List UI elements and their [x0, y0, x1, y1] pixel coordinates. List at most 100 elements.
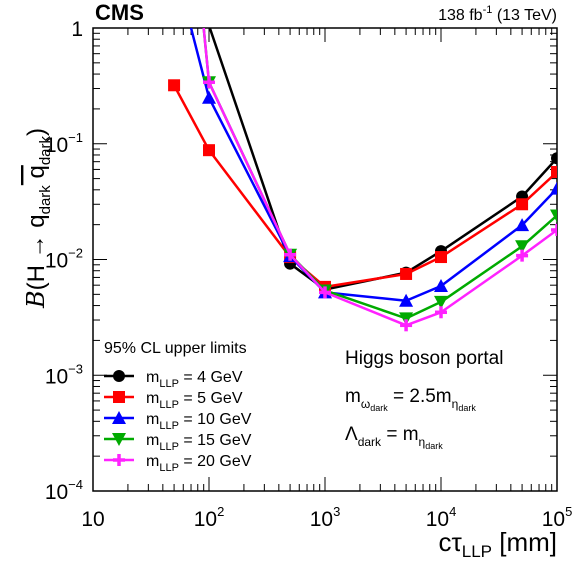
data-point	[435, 251, 447, 264]
annotations: Higgs boson portal mωdark = 2.5mηdark Λd…	[345, 348, 503, 451]
x-tick-label: 103	[310, 504, 341, 531]
legend-title: 95% CL upper limits	[104, 340, 247, 357]
eta-subsub-2: dark	[425, 441, 443, 451]
series-group	[168, 28, 557, 332]
data-point	[168, 79, 181, 92]
x-tick-base: 10	[426, 508, 449, 531]
series-line-1	[208, 28, 557, 291]
legend-label: mLLP = 10 GeV	[146, 411, 252, 432]
y-axis-label-sub2: dark	[37, 135, 54, 165]
y-tick-exp: −4	[68, 477, 83, 492]
eta-sub: η	[452, 397, 459, 411]
y-axis-label-sub1: dark	[37, 185, 54, 215]
eta-sub-2: η	[419, 435, 426, 449]
x-tick-exp: 4	[449, 504, 456, 519]
data-point	[515, 218, 530, 232]
omega-subsub: dark	[370, 403, 388, 413]
eq-1: = 2.5m	[388, 386, 452, 407]
series-line-3	[189, 28, 557, 303]
lambda: Λ	[345, 424, 358, 445]
legend-sub: LLP	[159, 420, 179, 432]
data-point	[284, 248, 297, 261]
eta-subsub: dark	[458, 403, 476, 413]
data-point	[399, 293, 414, 307]
data-point	[550, 181, 557, 195]
data-point	[399, 312, 414, 326]
luminosity-base: 138 fb	[438, 7, 483, 24]
luminosity-energy: (13 TeV)	[497, 7, 557, 24]
data-point	[551, 152, 557, 165]
data-point	[551, 166, 557, 179]
legend-label: mLLP = 15 GeV	[146, 432, 252, 453]
y-tick-exp: −3	[68, 361, 83, 376]
y-tick-labels: 10−410−310−210−11	[45, 18, 83, 504]
x-tick-exp: 2	[217, 504, 224, 519]
y-tick-label: 10−1	[45, 130, 83, 157]
legend-sub: LLP	[159, 378, 179, 390]
x-tick-labels: 10 102 103 104 105	[81, 504, 572, 531]
x-tick-exp: 5	[565, 504, 572, 519]
series-line-4	[202, 28, 557, 320]
data-point	[203, 76, 215, 89]
luminosity-exp: -1	[483, 4, 493, 16]
omega-sub: ω	[361, 397, 370, 411]
y-tick-base: 10	[45, 134, 68, 157]
legend-m: m	[146, 432, 159, 449]
lambda-sub: dark	[358, 435, 382, 449]
data-point	[202, 90, 216, 104]
x-tick-base: 10	[194, 508, 217, 531]
x-tick-label: 105	[542, 504, 573, 531]
legend-label: mLLP = 5 GeV	[146, 390, 243, 411]
legend-marker	[112, 433, 126, 446]
series-clipped	[168, 28, 557, 332]
x-tick-base: 10	[310, 508, 333, 531]
experiment-label: CMS	[95, 0, 144, 25]
data-point	[400, 267, 413, 280]
legend-rest: = 4 GeV	[179, 369, 243, 386]
legend-sub: LLP	[159, 399, 179, 411]
data-point	[516, 198, 529, 211]
portal-label: Higgs boson portal	[345, 348, 503, 369]
data-point	[434, 279, 448, 293]
legend-m: m	[146, 369, 159, 386]
data-point	[516, 249, 529, 262]
legend-marker	[112, 411, 126, 424]
y-tick-label: 10−3	[45, 361, 83, 388]
x-axis-label-main: cτ	[438, 527, 462, 557]
y-axis-label-open: (H → q	[23, 214, 50, 290]
luminosity-label: 138 fb-1 (13 TeV)	[438, 4, 557, 24]
data-point	[434, 295, 448, 309]
y-tick-base: 10	[45, 481, 68, 504]
y-tick-label: 10−4	[45, 477, 83, 504]
eq-2: = m	[381, 424, 418, 445]
x-axis-label-sub: LLP	[462, 542, 492, 561]
data-point	[400, 319, 413, 332]
data-point	[551, 223, 557, 236]
legend-m: m	[146, 453, 159, 470]
y-tick-label: 10−2	[45, 246, 83, 273]
legend-label: mLLP = 20 GeV	[146, 453, 252, 474]
legend-label: mLLP = 4 GeV	[146, 369, 243, 390]
legend-marker	[113, 370, 125, 382]
legend-rest: = 10 GeV	[179, 411, 252, 428]
data-point	[515, 240, 530, 254]
legend-sub: LLP	[159, 441, 179, 453]
legend-marker	[113, 454, 125, 466]
y-tick-exp: −1	[68, 130, 83, 145]
data-point	[550, 209, 557, 223]
x-tick-label: 104	[426, 504, 457, 531]
y-tick-base: 10	[45, 365, 68, 388]
x-tick-base: 10	[81, 508, 104, 531]
data-point	[319, 286, 331, 299]
legend-rest: = 15 GeV	[179, 432, 252, 449]
y-axis-label-close: )	[23, 128, 50, 136]
y-tick-base: 10	[45, 250, 68, 273]
x-tick-label: 10	[81, 508, 104, 531]
series-line-5	[202, 28, 557, 327]
legend-rest: = 20 GeV	[179, 453, 252, 470]
x-axis-label-units: [mm]	[492, 527, 557, 557]
y-axis-label-func: B	[22, 290, 50, 309]
legend-m: m	[146, 390, 159, 407]
